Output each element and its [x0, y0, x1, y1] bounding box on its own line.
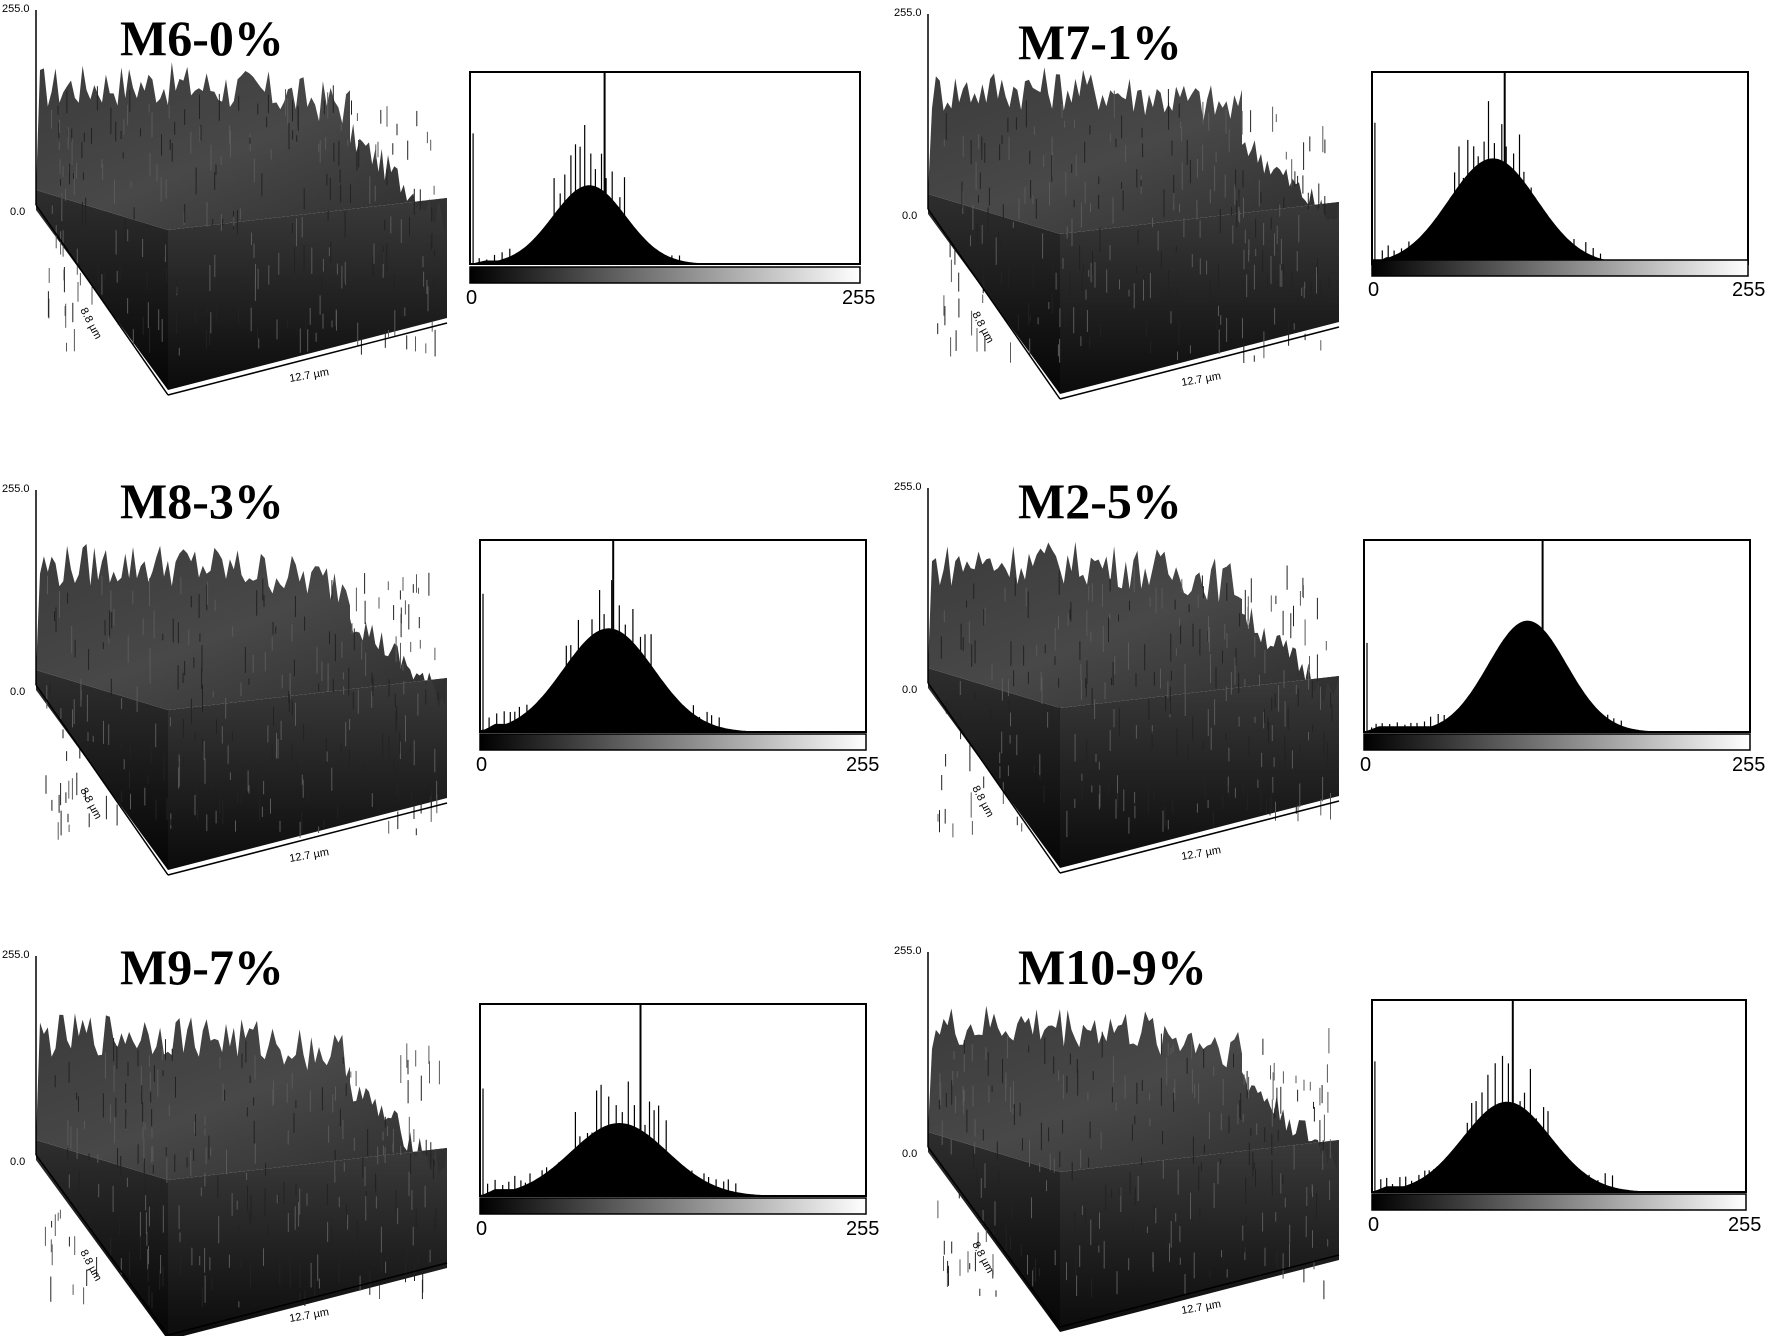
surface-front-face — [168, 1148, 447, 1336]
z-axis-bottom-label: 0.0 — [902, 210, 917, 222]
x-dimension-label: 12.7 µm — [1180, 1298, 1221, 1317]
surface-plot — [928, 1005, 1339, 1332]
histogram-max-label: 255 — [1728, 1214, 1761, 1236]
z-axis: 255.0 0.0 — [2, 949, 37, 1168]
surface-plot — [36, 62, 447, 390]
surface-top-face — [36, 62, 447, 234]
panel-title: M2-5% — [1018, 473, 1182, 529]
histogram: 0 255 — [1368, 999, 1761, 1236]
histogram: 0 255 — [466, 71, 875, 309]
histogram-distribution — [480, 628, 866, 732]
histogram-max-label: 255 — [1732, 754, 1765, 776]
surface-left-face — [36, 1140, 168, 1336]
histogram-distribution — [1372, 158, 1748, 264]
x-dimension-label: 12.7 µm — [1180, 370, 1221, 389]
histogram: 0 255 — [1368, 71, 1765, 301]
z-axis-bottom-label: 0.0 — [902, 1148, 917, 1160]
panel-m10: M10-9% 255.0 0.0 8.8 µm 12.7 µm 0 255 — [894, 939, 1761, 1332]
histogram-min-label: 0 — [1368, 279, 1379, 301]
z-axis-top-label: 255.0 — [2, 483, 30, 495]
histogram-min-label: 0 — [476, 1218, 487, 1240]
y-dimension-label: 8.8 µm — [969, 784, 995, 820]
grayscale-bar — [479, 1197, 867, 1215]
x-dimension-label: 12.7 µm — [288, 366, 329, 385]
surface-plot — [36, 544, 447, 870]
surface-top-face — [36, 544, 447, 710]
surface-front-face — [168, 678, 447, 870]
histogram-max-label: 255 — [1732, 279, 1765, 301]
panel-title: M9-7% — [120, 939, 284, 995]
y-dimension-label: 8.8 µm — [969, 310, 995, 346]
panel-title: M8-3% — [120, 473, 284, 529]
z-axis-top-label: 255.0 — [2, 3, 30, 15]
z-axis-top-label: 255.0 — [894, 945, 922, 957]
surface-front-face — [1060, 676, 1339, 868]
surface-top-face — [928, 541, 1339, 708]
y-dimension-label: 8.8 µm — [77, 786, 103, 822]
panel-title: M10-9% — [1018, 939, 1207, 995]
z-axis-bottom-label: 0.0 — [10, 686, 25, 698]
histogram: 0 255 — [476, 1003, 879, 1240]
surface-left-face — [928, 194, 1060, 394]
grayscale-bar — [1371, 259, 1749, 277]
z-axis: 255.0 0.0 — [2, 3, 37, 218]
y-dimension-label: 8.8 µm — [77, 1248, 103, 1284]
surface-top-face — [928, 67, 1339, 234]
panel-m9: M9-7% 255.0 0.0 8.8 µm 12.7 µm 0 255 — [2, 939, 879, 1336]
histogram: 0 255 — [476, 539, 879, 776]
histogram-bars — [1364, 620, 1750, 732]
histogram-max-label: 255 — [842, 287, 875, 309]
x-dimension-label: 12.7 µm — [288, 846, 329, 865]
histogram-distribution — [470, 185, 860, 264]
z-axis-bottom-label: 0.0 — [902, 684, 917, 696]
histogram-bars — [470, 125, 860, 264]
surface-front-face — [1060, 202, 1339, 394]
histogram-bars — [480, 580, 866, 732]
surface-left-face — [36, 670, 168, 870]
y-dimension-label: 8.8 µm — [969, 1240, 995, 1276]
histogram-bars — [1372, 1055, 1746, 1192]
histogram-min-label: 0 — [476, 754, 487, 776]
x-dimension-label: 12.7 µm — [288, 1306, 329, 1325]
panel-title: M7-1% — [1018, 14, 1182, 70]
histogram-distribution — [1364, 620, 1750, 732]
histogram-max-label: 255 — [846, 754, 879, 776]
surface-plot — [928, 67, 1339, 394]
surface-top-face — [36, 1013, 447, 1180]
surface-plot — [36, 1013, 447, 1336]
z-axis: 255.0 0.0 — [894, 7, 929, 222]
z-axis: 255.0 0.0 — [894, 945, 929, 1160]
histogram-min-label: 0 — [1360, 754, 1371, 776]
z-axis-top-label: 255.0 — [2, 949, 30, 961]
z-axis-bottom-label: 0.0 — [10, 206, 25, 218]
panel-m7: M7-1% 255.0 0.0 8.8 µm 12.7 µm 0 255 — [894, 7, 1765, 400]
panel-m8: M8-3% 255.0 0.0 8.8 µm 12.7 µm 0 255 — [2, 473, 879, 876]
z-axis: 255.0 0.0 — [2, 483, 37, 698]
histogram-distribution — [480, 1123, 866, 1196]
histogram-min-label: 0 — [466, 287, 477, 309]
grayscale-bar — [479, 733, 867, 751]
z-axis: 255.0 0.0 — [894, 481, 929, 696]
surface-front-face — [168, 198, 447, 390]
panel-m2: M2-5% 255.0 0.0 8.8 µm 12.7 µm 0 255 — [894, 473, 1765, 874]
histogram-distribution — [1372, 1101, 1746, 1192]
histogram-min-label: 0 — [1368, 1214, 1379, 1236]
y-dimension-label: 8.8 µm — [77, 306, 103, 342]
panel-m6: M6-0% 255.0 0.0 8.8 µm 12.7 µm 0 255 — [2, 3, 875, 396]
panel-title: M6-0% — [120, 10, 284, 66]
surface-plot — [928, 541, 1339, 868]
z-axis-bottom-label: 0.0 — [10, 1156, 25, 1168]
z-axis-top-label: 255.0 — [894, 7, 922, 19]
surface-top-face — [928, 1005, 1339, 1172]
histogram-bars — [480, 1081, 866, 1196]
grayscale-bar — [469, 266, 861, 284]
grayscale-bar — [1371, 1193, 1747, 1211]
grayscale-bar — [1363, 733, 1751, 751]
histogram-frame — [469, 71, 861, 265]
x-dimension-label: 12.7 µm — [1180, 844, 1221, 863]
histogram-max-label: 255 — [846, 1218, 879, 1240]
histogram: 0 255 — [1360, 539, 1765, 776]
z-axis-top-label: 255.0 — [894, 481, 922, 493]
